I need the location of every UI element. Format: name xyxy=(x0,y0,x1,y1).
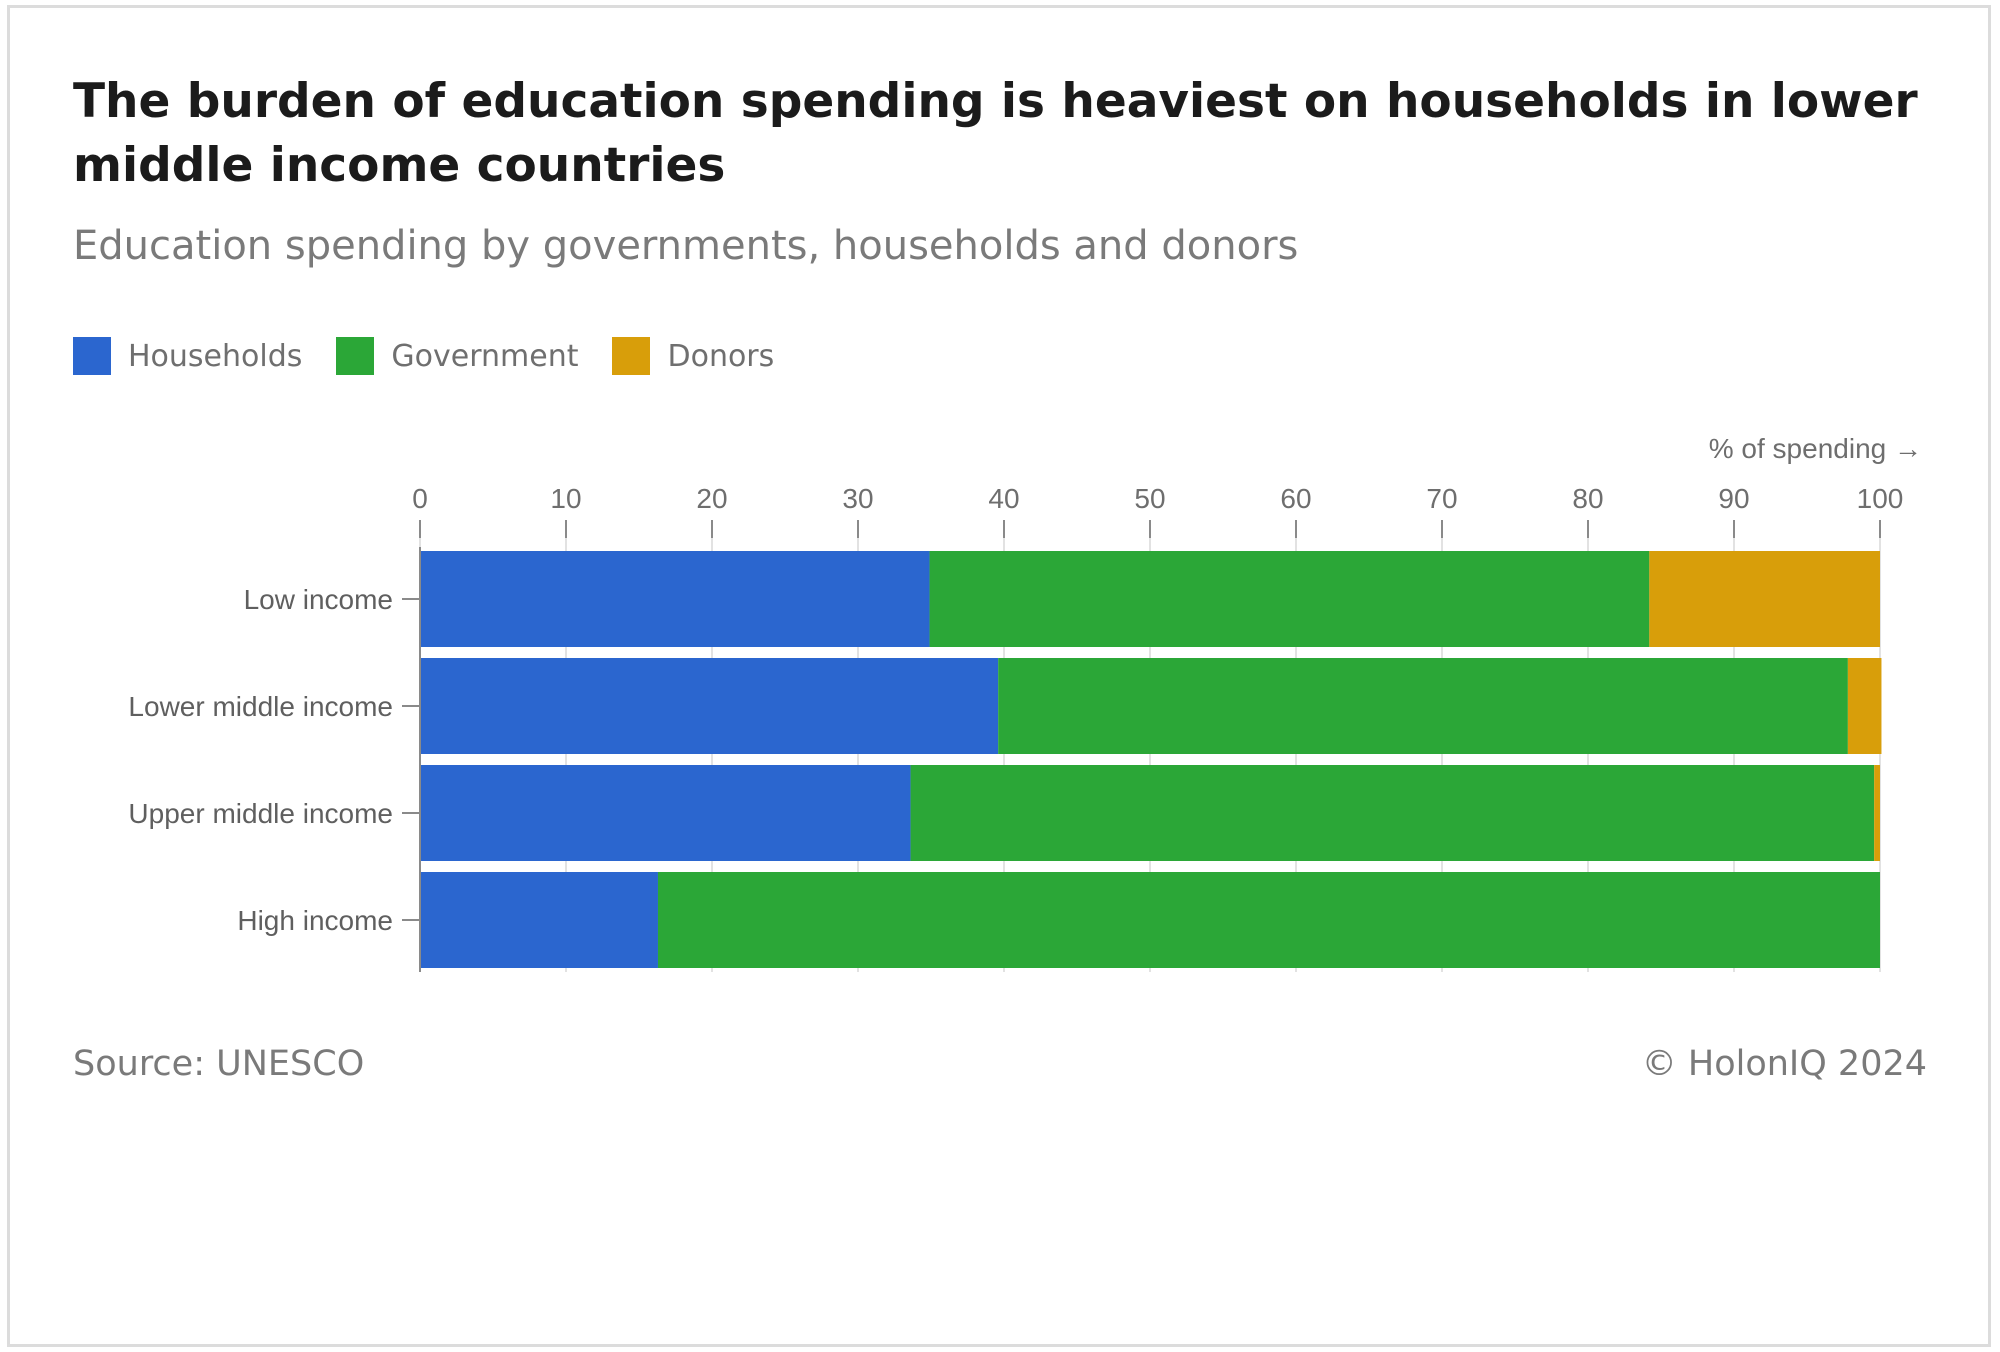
legend-swatch-donors xyxy=(612,337,651,375)
bar-households-low-income xyxy=(420,551,930,647)
legend-swatch-government xyxy=(336,337,375,375)
bar-donors-upper-middle-income xyxy=(1874,765,1880,861)
bars xyxy=(420,551,1882,968)
chart-title: The burden of education spending is heav… xyxy=(73,74,1918,193)
bar-government-high-income xyxy=(657,872,1880,968)
bar-donors-low-income xyxy=(1649,551,1880,647)
category-label: Low income xyxy=(244,584,393,615)
bar-households-lower-middle-income xyxy=(420,658,999,754)
tick-label-x-40: 40 xyxy=(988,483,1019,514)
tick-label-x-60: 60 xyxy=(1280,483,1311,514)
legend-label-households: Households xyxy=(128,338,303,374)
bar-government-lower-middle-income xyxy=(998,658,1848,754)
tick-label-x-70: 70 xyxy=(1426,483,1457,514)
x-axis-title: % of spending → xyxy=(1709,433,1922,464)
bar-donors-lower-middle-income xyxy=(1847,658,1882,754)
legend: Households Government Donors xyxy=(73,336,808,376)
legend-swatch-households xyxy=(73,337,111,375)
axes: 0 10 20 30 40 50 60 70 80 90 100 Low income Lower mi… xyxy=(128,483,1903,972)
bar-households-upper-middle-income xyxy=(420,765,911,861)
tick-label-x-0: 0 xyxy=(412,483,428,514)
legend-label-government: Government xyxy=(391,338,579,374)
category-label: High income xyxy=(237,905,393,936)
tick-label-x-30: 30 xyxy=(842,483,873,514)
chart-subtitle: Education spending by governments, house… xyxy=(73,223,1299,269)
source-note: Source: UNESCO xyxy=(73,1044,365,1084)
tick-label-x-100: 100 xyxy=(1857,483,1904,514)
category-label: Lower middle income xyxy=(128,691,393,722)
legend-item-households: Households xyxy=(73,337,302,375)
category-label: Upper middle income xyxy=(128,798,393,829)
tick-label-x-10: 10 xyxy=(550,483,581,514)
bar-households-high-income xyxy=(420,872,658,968)
tick-label-x-20: 20 xyxy=(696,483,727,514)
copyright-note: © HolonIQ 2024 xyxy=(1641,1044,1927,1084)
tick-label-x-80: 80 xyxy=(1572,483,1603,514)
legend-label-donors: Donors xyxy=(667,338,775,374)
bar-government-upper-middle-income xyxy=(910,765,1875,861)
legend-item-government: Government xyxy=(336,337,578,375)
bar-government-low-income xyxy=(929,551,1650,647)
tick-label-x-90: 90 xyxy=(1718,483,1749,514)
tick-label-x-50: 50 xyxy=(1134,483,1165,514)
legend-item-donors: Donors xyxy=(612,337,774,375)
